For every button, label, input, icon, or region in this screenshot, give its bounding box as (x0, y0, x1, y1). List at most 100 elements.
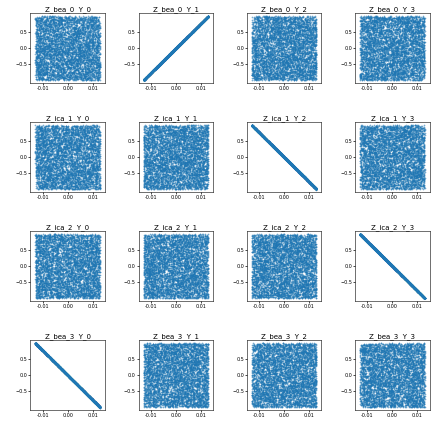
Point (187, 30, 194, 37)
Point (85, 168, 92, 175)
Point (263, 267, 270, 273)
Point (289, 243, 296, 250)
Point (158, 349, 165, 356)
Point (291, 374, 298, 381)
Point (72, 36, 79, 43)
Point (190, 395, 197, 402)
Point (269, 55, 276, 62)
Point (279, 343, 286, 350)
Point (287, 15, 294, 22)
Point (262, 135, 269, 142)
Point (414, 287, 421, 294)
Point (281, 397, 288, 404)
Point (89, 397, 96, 404)
Point (403, 177, 410, 184)
Point (272, 145, 279, 152)
Point (292, 267, 299, 274)
Point (61, 129, 68, 136)
Point (251, 253, 258, 260)
Point (299, 66, 306, 73)
Point (261, 276, 268, 283)
Point (162, 273, 169, 280)
Point (390, 347, 397, 354)
Point (151, 347, 158, 354)
Point (262, 395, 269, 402)
Point (273, 247, 279, 254)
Point (359, 233, 366, 240)
Point (63, 176, 70, 183)
Point (150, 283, 157, 290)
Point (96, 249, 103, 256)
Point (288, 15, 295, 22)
Point (183, 35, 190, 42)
Point (76, 290, 83, 297)
Point (177, 177, 184, 184)
Point (160, 268, 167, 275)
Point (359, 371, 366, 378)
Point (284, 374, 291, 381)
Point (156, 259, 163, 266)
Point (420, 146, 427, 153)
Point (141, 341, 148, 348)
Point (42, 19, 49, 26)
Point (253, 20, 260, 27)
Point (417, 343, 424, 349)
Point (179, 38, 186, 44)
Point (96, 257, 103, 264)
Point (388, 20, 395, 27)
Point (84, 391, 91, 398)
Point (161, 56, 168, 63)
Point (361, 154, 368, 161)
Point (362, 237, 369, 244)
Point (49, 250, 56, 257)
Point (274, 147, 281, 154)
Point (183, 271, 190, 278)
Point (151, 262, 158, 269)
Point (36, 154, 43, 161)
Point (199, 18, 206, 25)
Point (35, 124, 42, 131)
Point (95, 402, 102, 409)
Point (411, 53, 418, 60)
Point (87, 394, 94, 401)
Point (204, 357, 210, 364)
Point (305, 277, 312, 284)
Point (364, 147, 371, 154)
Point (392, 266, 399, 273)
Point (398, 52, 405, 59)
Point (171, 46, 178, 53)
Point (151, 66, 158, 73)
Point (404, 55, 411, 62)
Point (388, 261, 395, 268)
Point (281, 32, 288, 39)
Point (154, 347, 161, 354)
Point (363, 175, 370, 182)
Point (95, 402, 102, 409)
Point (255, 351, 262, 358)
Point (143, 366, 150, 373)
Point (94, 25, 101, 32)
Point (59, 276, 66, 283)
Point (184, 289, 191, 296)
Point (278, 231, 285, 238)
Point (171, 46, 178, 53)
Point (395, 269, 402, 276)
Point (371, 143, 378, 149)
Point (415, 369, 422, 376)
Point (92, 134, 99, 141)
Point (304, 176, 311, 183)
Point (289, 284, 296, 291)
Point (419, 293, 426, 300)
Point (407, 20, 414, 27)
Point (382, 381, 389, 388)
Point (86, 19, 93, 25)
Point (359, 233, 366, 240)
Point (304, 380, 311, 387)
Point (381, 170, 388, 177)
Point (288, 359, 295, 366)
Point (267, 398, 274, 405)
Point (273, 59, 280, 66)
Point (386, 345, 393, 352)
Point (192, 25, 199, 32)
Point (191, 276, 198, 283)
